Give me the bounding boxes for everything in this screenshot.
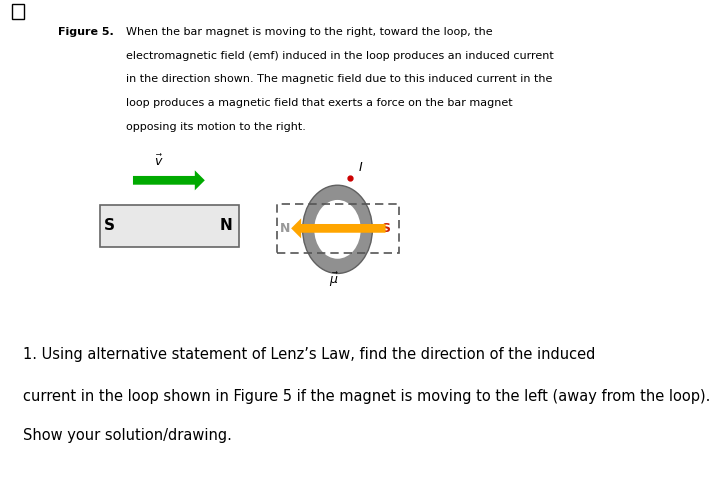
Text: electromagnetic field (emf) induced in the loop produces an induced current: electromagnetic field (emf) induced in t… xyxy=(126,51,554,61)
Text: loop produces a magnetic field that exerts a force on the bar magnet: loop produces a magnetic field that exer… xyxy=(126,98,513,108)
Text: N: N xyxy=(220,218,232,233)
Ellipse shape xyxy=(314,200,361,259)
Text: $I$: $I$ xyxy=(358,161,363,174)
Ellipse shape xyxy=(303,185,372,274)
Text: current in the loop shown in Figure 5 if the magnet is moving to the left (away : current in the loop shown in Figure 5 if… xyxy=(23,388,710,403)
Text: opposing its motion to the right.: opposing its motion to the right. xyxy=(126,122,306,132)
Bar xyxy=(277,204,398,253)
Text: S: S xyxy=(381,222,390,235)
Text: $\vec{\mu}$: $\vec{\mu}$ xyxy=(329,271,339,289)
Text: Figure 5.: Figure 5. xyxy=(58,27,114,37)
Text: When the bar magnet is moving to the right, toward the loop, the: When the bar magnet is moving to the rig… xyxy=(126,27,493,37)
Bar xyxy=(12,4,24,19)
Text: $\vec{v}$: $\vec{v}$ xyxy=(154,154,163,169)
Text: Show your solution/drawing.: Show your solution/drawing. xyxy=(23,428,232,443)
Text: N: N xyxy=(280,222,290,235)
Bar xyxy=(100,205,239,246)
Text: 1. Using alternative statement of Lenz’s Law, find the direction of the induced: 1. Using alternative statement of Lenz’s… xyxy=(23,347,595,362)
Text: in the direction shown. The magnetic field due to this induced current in the: in the direction shown. The magnetic fie… xyxy=(126,74,552,84)
Text: S: S xyxy=(104,218,115,233)
